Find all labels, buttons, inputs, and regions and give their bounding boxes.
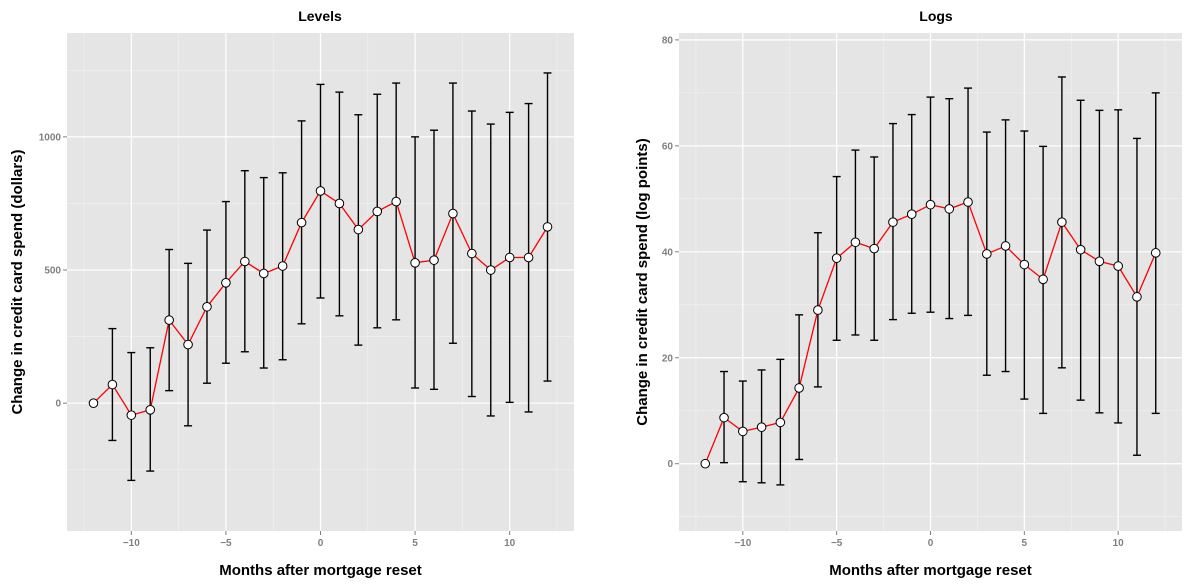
data-point: [888, 217, 898, 227]
data-point: [963, 197, 973, 207]
data-point: [813, 305, 823, 315]
chart-panel-levels: −10 −5 0 5 10 0 500 1000 Levels Months after mort…: [9, 8, 574, 579]
data-point: [107, 379, 118, 390]
data-point: [448, 208, 458, 219]
data-point: [240, 256, 250, 267]
data-point: [467, 248, 477, 259]
y-tick-label: 20: [662, 353, 674, 364]
data-point: [1094, 256, 1105, 267]
chart-title: Logs: [919, 8, 953, 24]
y-axis-title: Change in credit card spend (dollars): [9, 149, 26, 414]
data-point: [1000, 241, 1011, 251]
data-point: [756, 422, 767, 432]
data-point: [258, 268, 269, 279]
data-point: [164, 315, 174, 325]
chart-title: Levels: [298, 8, 342, 24]
x-tick-label: 10: [504, 538, 516, 549]
y-tick-label: 40: [662, 247, 674, 258]
y-tick-label: 0: [55, 399, 61, 410]
data-point: [700, 458, 711, 469]
data-point: [126, 410, 137, 420]
data-point: [372, 206, 383, 217]
x-tick-label: 5: [412, 538, 418, 549]
x-tick-label: −10: [734, 538, 751, 549]
data-point: [1019, 259, 1030, 270]
data-point: [794, 383, 804, 393]
data-point: [1113, 261, 1123, 271]
data-point: [88, 398, 99, 408]
y-tick-label: 500: [44, 266, 61, 277]
x-tick-label: 10: [1113, 538, 1125, 549]
data-point: [1038, 274, 1048, 285]
data-point: [145, 405, 156, 415]
data-point: [391, 196, 401, 207]
data-point: [719, 412, 729, 423]
data-point: [315, 186, 326, 196]
data-point: [869, 243, 879, 254]
y-axis-title: Change in credit card spend (log points): [634, 138, 651, 426]
y-tick-label: 1000: [39, 132, 62, 143]
data-point: [485, 265, 496, 275]
data-point: [982, 249, 992, 259]
y-tick-label: 0: [667, 459, 673, 470]
x-tick-label: 0: [318, 538, 324, 549]
data-point: [831, 253, 842, 263]
data-point: [925, 199, 936, 210]
data-point: [775, 417, 786, 428]
data-point: [221, 277, 231, 288]
data-point: [1075, 244, 1086, 255]
data-point: [183, 339, 193, 350]
x-tick-label: 5: [1022, 538, 1028, 549]
x-axis-title: Months after mortgage reset: [829, 562, 1032, 579]
data-point: [1057, 217, 1067, 227]
data-point: [277, 261, 288, 271]
data-point: [906, 209, 917, 219]
data-point: [429, 255, 439, 265]
data-point: [1132, 292, 1142, 302]
x-tick-label: −5: [220, 538, 232, 549]
data-point: [202, 301, 212, 312]
chart-panel-logs: −10 −5 0 5 10 0 20 40 60 80 Logs Months after mortg…: [634, 8, 1182, 579]
data-point: [334, 198, 345, 209]
data-point: [850, 237, 861, 248]
data-point: [296, 217, 307, 228]
data-point: [542, 222, 553, 232]
x-tick-label: 0: [928, 538, 934, 549]
data-point: [353, 224, 364, 235]
x-axis-title: Months after mortgage reset: [219, 562, 422, 579]
data-point: [410, 258, 420, 268]
y-tick-label: 60: [662, 141, 674, 152]
x-tick-label: −5: [831, 538, 843, 549]
x-tick-label: −10: [123, 538, 140, 549]
y-tick-label: 80: [662, 35, 674, 46]
data-point: [944, 204, 955, 214]
data-point: [523, 252, 534, 263]
data-point: [1150, 248, 1161, 258]
data-point: [504, 252, 515, 263]
data-point: [738, 426, 748, 437]
